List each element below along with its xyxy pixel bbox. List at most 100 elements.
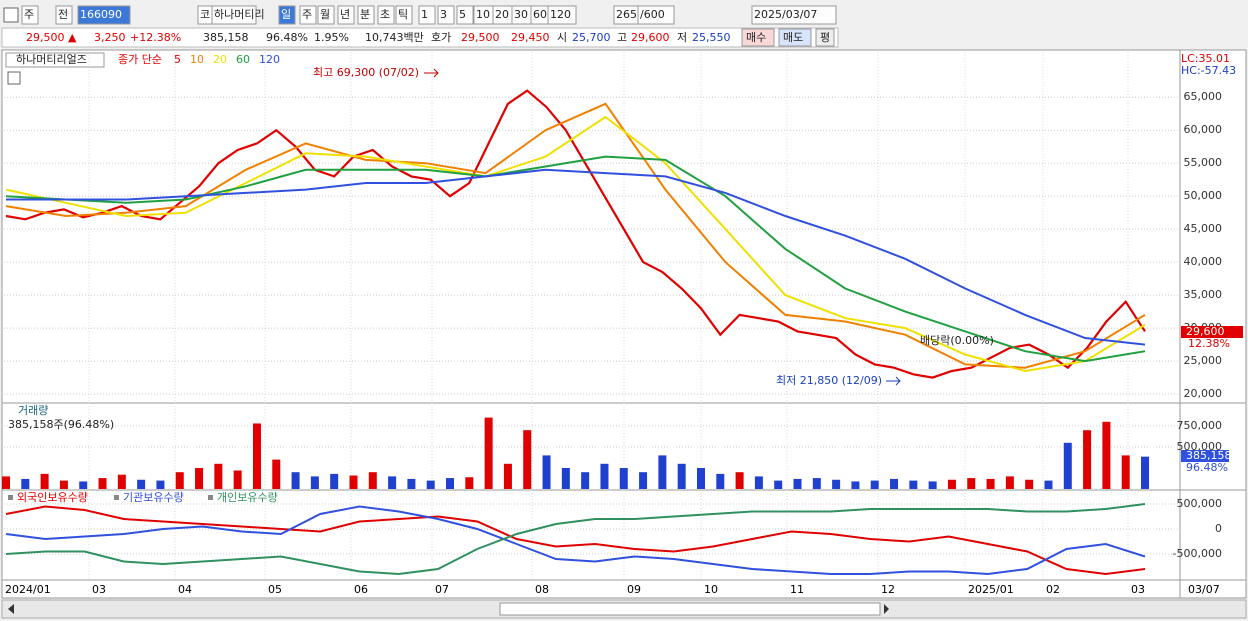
toolbar-label: 265 xyxy=(616,8,637,21)
legend-swatch xyxy=(114,495,119,500)
legend-swatch xyxy=(8,495,13,500)
volume-bar xyxy=(175,472,184,489)
x-tick-label: 03 xyxy=(92,583,106,596)
toolbar-button[interactable] xyxy=(55,5,73,25)
volume-bar xyxy=(677,463,686,489)
toolbar-button[interactable] xyxy=(211,5,257,25)
status-text: +12.38% xyxy=(130,31,181,44)
x-tick-label: 2025/01 xyxy=(968,583,1014,596)
series-line xyxy=(5,505,1146,576)
toolbar-button[interactable] xyxy=(337,5,355,25)
status-text: 1.95% xyxy=(314,31,349,44)
toolbar-button[interactable] xyxy=(751,5,837,25)
toolbar-label: 주 xyxy=(24,8,34,21)
series-line xyxy=(5,89,1146,379)
legend-entry: 개인보유수량 xyxy=(217,491,278,504)
volume-bar xyxy=(1121,455,1130,489)
scroll-right[interactable] xyxy=(884,604,889,614)
toolbar-label: 월 xyxy=(320,8,330,21)
volume-bar xyxy=(214,463,223,489)
legend-entry: 120 xyxy=(259,53,280,66)
chart-title: 하나머티리얼즈 xyxy=(16,52,87,66)
volume-bar xyxy=(793,478,802,489)
toolbar-button[interactable] xyxy=(418,5,436,25)
volume-bar xyxy=(1102,421,1111,489)
y-tick-label: 20,000 xyxy=(1184,387,1223,400)
status-text: 3,250 xyxy=(94,31,126,44)
volume-bar xyxy=(774,480,783,489)
menu-icon[interactable] xyxy=(3,7,19,23)
toolbar-button[interactable] xyxy=(637,5,675,25)
toolbar-button[interactable] xyxy=(77,5,131,25)
toolbar-label: 20 xyxy=(495,8,509,21)
toolbar-button[interactable] xyxy=(357,5,375,25)
toolbar-label: 하나머티리 xyxy=(214,7,265,21)
toolbar-button[interactable] xyxy=(437,5,455,25)
volume-bar xyxy=(79,481,88,489)
toolbar-button[interactable] xyxy=(278,5,296,25)
y-tick-label: -500,000 xyxy=(1173,547,1222,560)
toolbar-button[interactable] xyxy=(547,5,577,25)
status-text: 매수 xyxy=(746,31,766,44)
y-tick-label: 750,000 xyxy=(1177,419,1223,432)
volume-bar xyxy=(870,480,879,489)
toolbar-button[interactable] xyxy=(299,5,317,25)
volume-bar xyxy=(1005,476,1014,489)
toolbar-label: 30 xyxy=(514,8,528,21)
legend-entry: 5 xyxy=(174,53,181,66)
toolbar-label: 120 xyxy=(550,8,571,21)
toolbar-button[interactable] xyxy=(456,5,474,25)
y-tick-label: 35,000 xyxy=(1184,288,1223,301)
toolbar-label: 초 xyxy=(380,8,390,21)
volume-bar xyxy=(503,463,512,489)
table-icon[interactable] xyxy=(7,71,21,85)
price-tag: 29,600 xyxy=(1186,325,1225,338)
series-line xyxy=(5,102,1146,369)
scroll-thumb[interactable] xyxy=(499,602,881,616)
toolbar-label: 년 xyxy=(340,8,350,21)
volume-bar xyxy=(252,423,261,489)
status-text: 저 xyxy=(677,31,687,44)
volume-pct: 96.48% xyxy=(1186,461,1228,474)
y-tick-label: 40,000 xyxy=(1184,255,1223,268)
volume-bar xyxy=(310,476,319,489)
volume-bar xyxy=(484,417,493,489)
toolbar-button[interactable] xyxy=(21,5,39,25)
toolbar-label: 주 xyxy=(302,8,312,21)
toolbar-label: 일 xyxy=(281,7,291,21)
toolbar-button[interactable] xyxy=(377,5,395,25)
volume-bar xyxy=(851,481,860,489)
scroll-left[interactable] xyxy=(8,604,14,614)
order-button[interactable] xyxy=(778,28,812,47)
order-button[interactable] xyxy=(741,28,775,47)
legend-entry: 외국인보유수량 xyxy=(17,491,88,504)
status-text: 고 xyxy=(617,31,627,44)
volume-bar xyxy=(233,470,242,489)
annotation: 최고 69,300 (07/02) xyxy=(313,66,419,79)
volume-tag: 385,158 xyxy=(1186,449,1232,462)
x-tick-label: 11 xyxy=(790,583,804,596)
volume-bar xyxy=(890,478,899,489)
toolbar-button[interactable] xyxy=(317,5,335,25)
order-button[interactable] xyxy=(815,28,835,47)
volume-bar xyxy=(561,468,570,489)
toolbar-button[interactable] xyxy=(395,5,413,25)
x-tick-label: 03 xyxy=(1131,583,1145,596)
series-line xyxy=(5,503,1146,576)
annotation-arrow xyxy=(886,376,901,386)
x-tick-label: 07 xyxy=(435,583,449,596)
volume-bar xyxy=(947,479,956,489)
panel-subtitle: 385,158주(96.48%) xyxy=(8,418,114,431)
volume-bar xyxy=(349,475,358,489)
volume-bar xyxy=(1063,442,1072,489)
price-tag-box xyxy=(1181,326,1243,338)
panel-title: 거래량 xyxy=(18,404,48,417)
volume-bar xyxy=(581,472,590,489)
volume-bar xyxy=(735,472,744,489)
volume-bar xyxy=(812,478,821,489)
toolbar-label: 10 xyxy=(476,8,490,21)
x-tick-label: 12 xyxy=(881,583,895,596)
volume-bar xyxy=(542,455,551,489)
volume-bar xyxy=(388,476,397,489)
change-tag: 12.38% xyxy=(1188,337,1230,350)
